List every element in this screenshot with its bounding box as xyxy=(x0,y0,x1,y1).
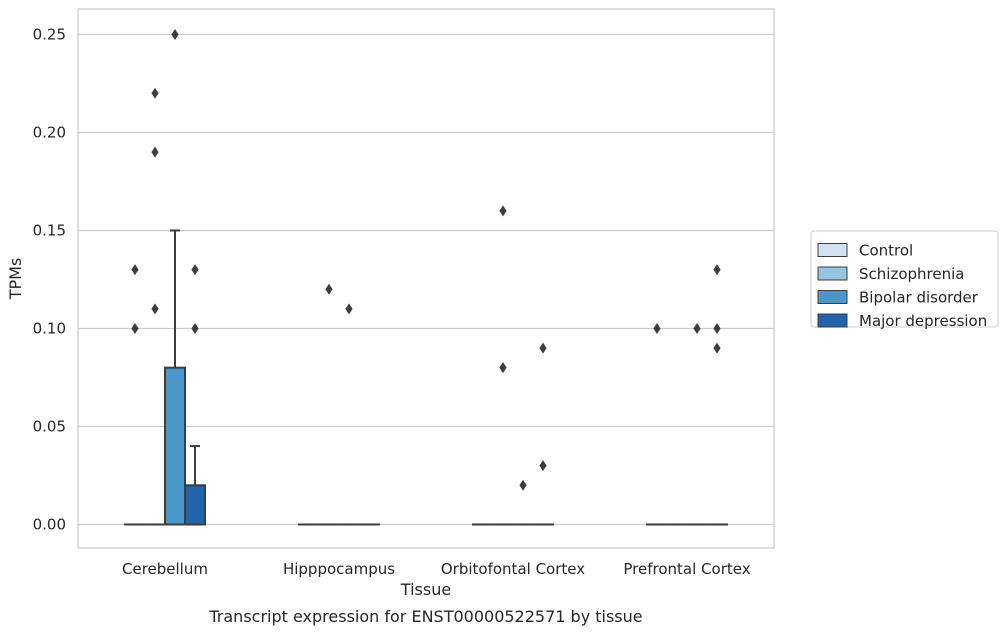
legend-label: Major depression xyxy=(859,312,987,330)
outlier-point xyxy=(539,460,547,472)
chart-caption: Transcript expression for ENST0000052257… xyxy=(208,607,642,626)
outlier-point xyxy=(653,322,661,334)
outlier-point xyxy=(693,322,701,334)
box-1-1 xyxy=(317,283,340,526)
y-tick-label: 0.20 xyxy=(33,123,66,141)
box-0-1 xyxy=(143,87,167,526)
outlier-point xyxy=(191,322,199,334)
y-tick-label: 0.25 xyxy=(33,25,66,43)
y-tick-label: 0.10 xyxy=(33,319,66,337)
outlier-point xyxy=(345,303,353,315)
legend-label: Schizophrenia xyxy=(859,265,964,283)
box-2-1 xyxy=(491,205,514,526)
x-axis-ticks: Cerebellum Hipppocampus Orbitofontal Corte… xyxy=(122,560,751,578)
outlier-point xyxy=(325,283,333,295)
y-tick-label: 0.05 xyxy=(33,417,66,435)
outlier-point xyxy=(539,342,547,354)
box-2-3 xyxy=(532,342,555,526)
legend-frame xyxy=(810,230,999,328)
box-3-3 xyxy=(706,264,729,526)
outlier-point xyxy=(131,322,139,334)
box xyxy=(164,366,187,526)
outlier-point xyxy=(151,87,159,99)
box-3-2 xyxy=(686,322,709,526)
y-tick-label: 0.15 xyxy=(33,221,66,239)
outlier-point xyxy=(519,479,527,491)
outlier-point xyxy=(151,146,159,158)
outlier-point xyxy=(713,264,721,276)
box xyxy=(184,484,207,526)
x-tick-label: Orbitofontal Cortex xyxy=(441,560,585,578)
outlier-point xyxy=(713,342,721,354)
box-0-3 xyxy=(184,264,207,526)
x-axis-label: Tissue xyxy=(400,580,451,599)
plot-frame xyxy=(77,8,775,549)
box-3-0 xyxy=(645,322,668,526)
legend-swatch xyxy=(817,243,848,257)
box-2-2 xyxy=(512,479,535,526)
y-axis-ticks: 0.00 0.05 0.10 0.15 0.20 0.25 xyxy=(33,25,66,533)
x-tick-label: Prefrontal Cortex xyxy=(623,560,750,578)
outlier-point xyxy=(499,205,507,217)
legend: Control Schizophrenia Bipolar disorder Majo… xyxy=(810,230,999,330)
box-0-0 xyxy=(123,264,146,526)
box-0-2 xyxy=(164,28,187,526)
x-tick-label: Cerebellum xyxy=(122,560,208,578)
legend-swatch xyxy=(817,313,848,328)
y-tick-label: 0.00 xyxy=(33,515,66,533)
outlier-point xyxy=(131,264,139,276)
legend-label: Control xyxy=(859,242,913,260)
outlier-point xyxy=(171,28,179,40)
box-1-2 xyxy=(338,303,361,526)
legend-swatch xyxy=(817,290,848,304)
y-axis-label: TPMs xyxy=(6,258,25,301)
plot-marks xyxy=(123,28,729,526)
legend-swatch xyxy=(817,266,848,281)
outlier-point xyxy=(713,322,721,334)
outlier-point xyxy=(151,303,159,315)
outlier-point xyxy=(499,362,507,374)
legend-label: Bipolar disorder xyxy=(859,289,979,307)
x-tick-label: Hipppocampus xyxy=(283,560,395,578)
outlier-point xyxy=(191,264,199,276)
